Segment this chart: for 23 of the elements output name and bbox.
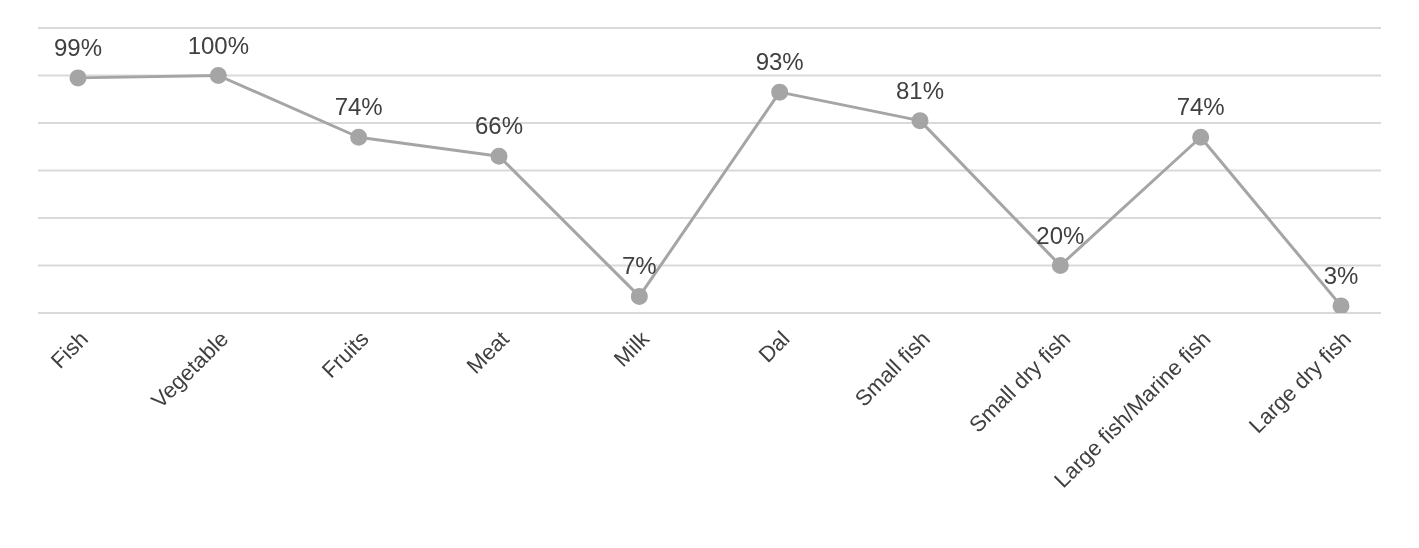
data-label: 3% [1323,261,1359,289]
data-label: 93% [755,48,804,76]
data-label: 74% [334,93,383,121]
point [1192,128,1210,146]
point [69,69,87,87]
data-label: 7% [621,252,657,280]
point [490,147,508,165]
point [350,128,368,146]
data-label: 74% [1176,93,1225,121]
data-label: 100% [187,31,250,59]
x-tick-label: Milk [608,325,655,372]
point [1332,297,1350,313]
x-tick-label: Fish [45,326,93,374]
point [771,83,789,101]
data-label: 66% [474,112,524,140]
point [1051,257,1069,274]
x-tick-label: Dal [753,326,795,368]
data-label: 99% [53,33,103,61]
point [630,287,648,305]
point [209,67,227,84]
point [911,112,929,130]
data-label: 20% [1036,221,1085,249]
data-label: 81% [895,76,945,104]
